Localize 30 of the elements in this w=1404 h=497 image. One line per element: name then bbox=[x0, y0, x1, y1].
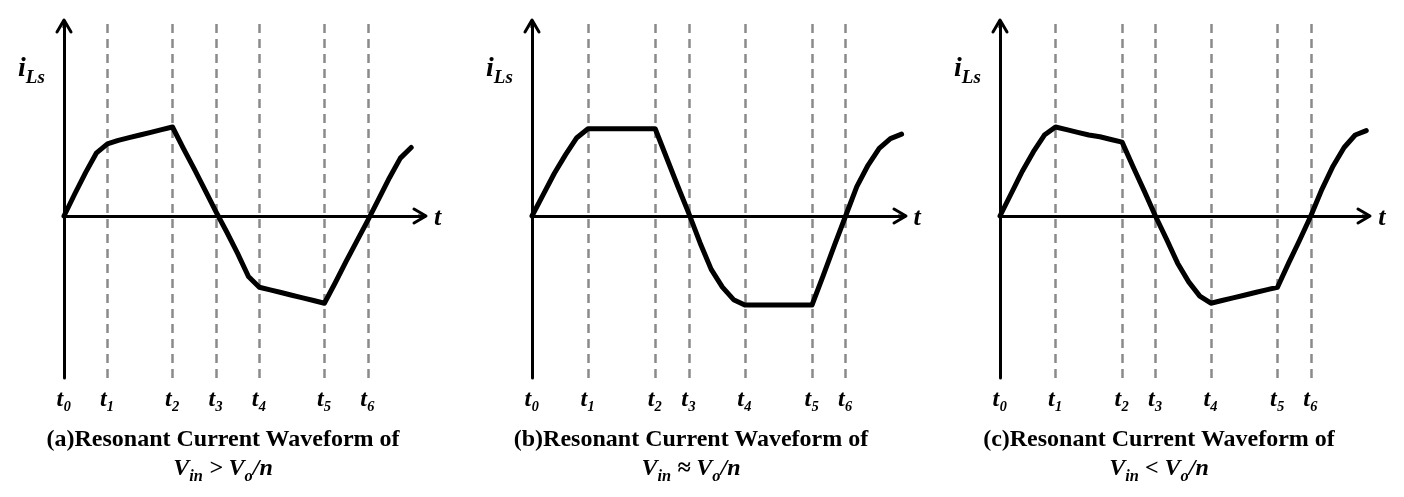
y-axis-title: i$_{Ls}$ bbox=[954, 51, 981, 89]
x-tick-label: t₀ bbox=[992, 385, 1008, 411]
x-tick-label: t₅ bbox=[1269, 385, 1286, 411]
y-axis-title: i$_{Ls}$ bbox=[18, 51, 45, 89]
x-tick-label: t₃ bbox=[1147, 385, 1163, 411]
x-tick-label: t₆ bbox=[838, 385, 854, 411]
x-tick-label: t₂ bbox=[647, 385, 663, 411]
x-tick-label: t₀ bbox=[524, 385, 540, 411]
y-axis-title: i$_{Ls}$ bbox=[486, 51, 513, 89]
x-tick-label: t₁ bbox=[1047, 385, 1064, 411]
x-axis-title: t bbox=[913, 201, 922, 231]
text: (b)Resonant Current Waveform of V$_{in}$ ≈ V$_{o}$/n bbox=[512, 424, 870, 487]
x-tick-label: t₂ bbox=[1114, 385, 1130, 411]
x-tick-label: t₅ bbox=[804, 385, 820, 411]
x-tick-label: t₁ bbox=[99, 385, 115, 411]
x-tick-label: t₄ bbox=[251, 385, 267, 411]
x-tick-label: t₄ bbox=[1203, 385, 1219, 411]
text: (a)Resonant Current Waveform of V$_{in}$ > V$_{o}$/n bbox=[45, 424, 401, 487]
x-tick-label: t₁ bbox=[580, 385, 596, 411]
x-tick-label: t₃ bbox=[208, 385, 224, 411]
x-axis-title: t bbox=[434, 201, 443, 231]
x-tick-label: t₅ bbox=[316, 385, 332, 411]
x-axis-title: t bbox=[1378, 201, 1387, 231]
x-tick-label: t₆ bbox=[1303, 385, 1319, 411]
x-tick-label: t₄ bbox=[737, 385, 753, 411]
x-tick-label: t₂ bbox=[164, 385, 181, 411]
x-tick-label: t₀ bbox=[56, 385, 72, 411]
text: (c)Resonant Current Waveform of V$_{in}$ < V$_{o}$/n bbox=[982, 424, 1336, 487]
x-tick-label: t₆ bbox=[360, 385, 376, 411]
x-tick-label: t₃ bbox=[681, 385, 697, 411]
